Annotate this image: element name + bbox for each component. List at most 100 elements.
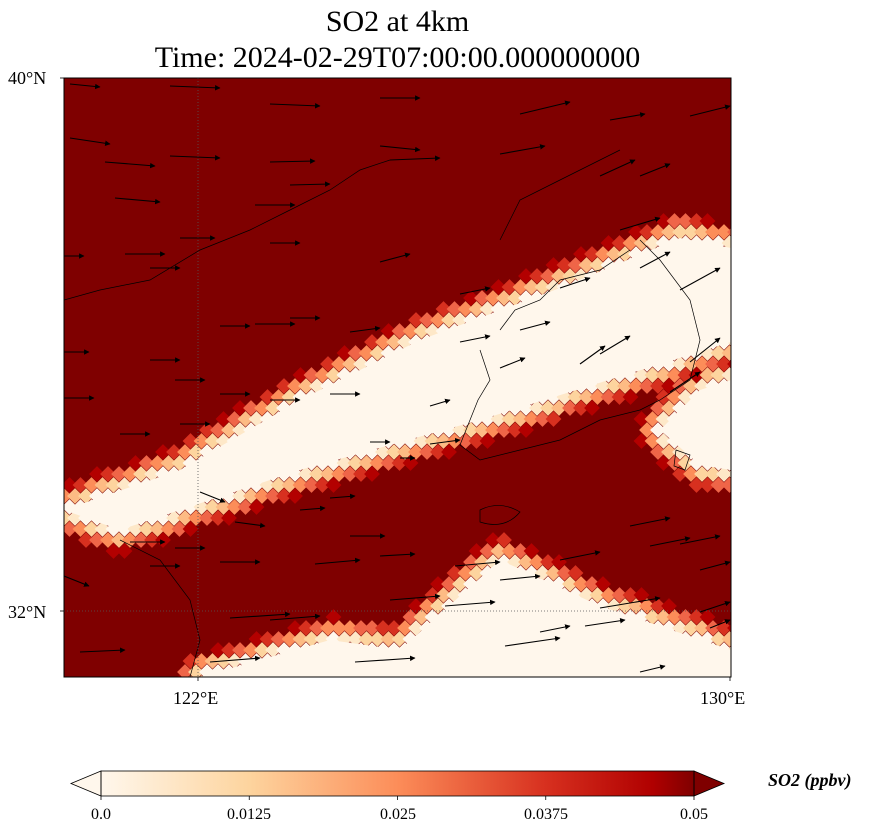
wind-arrow [504, 635, 561, 647]
concentration-cell [474, 554, 490, 570]
concentration-cell [694, 620, 710, 636]
concentration-cell [716, 356, 731, 372]
concentration-cell [661, 400, 677, 416]
concentration-cell [661, 444, 677, 460]
concentration-cell [138, 521, 155, 537]
concentration-cell [188, 664, 204, 677]
wind-arrow [584, 618, 626, 627]
concentration-cell [325, 609, 342, 625]
concentration-cell [463, 422, 479, 438]
concentration-cell [391, 323, 408, 339]
concentration-cell [721, 631, 731, 647]
concentration-cell [733, 477, 749, 493]
concentration-cell [463, 290, 479, 306]
concentration-cell [386, 444, 402, 460]
concentration-cell [292, 389, 309, 405]
concentration-cell [397, 620, 413, 636]
concentration-cell [733, 411, 749, 427]
concentration-cell [617, 246, 633, 262]
concentration-cell [485, 532, 501, 548]
wind-arrow [69, 137, 111, 146]
concentration-cell [540, 400, 556, 416]
concentration-cell [364, 444, 380, 460]
concentration-cell [45, 510, 61, 526]
concentration-cell [551, 400, 567, 416]
concentration-cell [733, 433, 749, 449]
concentration-cell [639, 224, 655, 240]
concentration-cell [166, 510, 182, 526]
coastline-segment [499, 149, 621, 241]
concentration-cell [243, 488, 259, 504]
concentration-cell [353, 620, 369, 636]
concentration-cell [397, 334, 413, 350]
concentration-cell [435, 323, 452, 339]
wind-arrow [599, 596, 661, 609]
concentration-cell [545, 565, 562, 581]
concentration-cell [243, 400, 259, 416]
concentration-cell [595, 576, 611, 592]
concentration-cell [408, 444, 424, 460]
wind-arrow [709, 619, 731, 629]
wind-arrow [289, 181, 331, 187]
clean-air-region [64, 238, 731, 530]
concentration-cell [64, 477, 78, 493]
concentration-cell [589, 389, 606, 405]
concentration-cell [490, 411, 507, 427]
concentration-cell [540, 554, 556, 570]
concentration-cell [166, 444, 182, 460]
concentration-cell [441, 312, 457, 328]
concentration-cell [523, 543, 540, 559]
concentration-cell [105, 477, 122, 493]
concentration-cell [733, 455, 749, 471]
wind-arrow [639, 163, 671, 177]
wind-arrow [199, 491, 226, 503]
concentration-cell [644, 235, 661, 251]
concentration-cell [666, 367, 683, 383]
concentration-cell [430, 312, 446, 328]
concentration-cell [463, 312, 479, 328]
wind-arrow [559, 276, 591, 289]
clean-air-region [200, 560, 731, 677]
wind-arrow [429, 437, 461, 445]
concentration-cell [221, 642, 237, 658]
concentration-cell [424, 433, 441, 449]
wind-arrow [114, 197, 161, 205]
colorbar-tick: 0.025 [380, 806, 416, 823]
concentration-cell [672, 466, 688, 482]
concentration-cell [545, 257, 562, 273]
concentration-cell [650, 422, 666, 438]
wind-arrow [689, 337, 721, 363]
concentration-cell [259, 631, 276, 647]
concentration-cell [402, 609, 419, 625]
concentration-cell [457, 433, 474, 449]
concentration-cell [199, 444, 215, 460]
concentration-cell [270, 389, 287, 405]
wind-arrow [234, 521, 266, 529]
concentration-cell [683, 620, 699, 636]
concentration-cell [485, 290, 501, 306]
concentration-cell [67, 510, 83, 526]
concentration-cell [529, 268, 545, 284]
concentration-cell [705, 224, 721, 240]
concentration-cell [688, 609, 705, 625]
concentration-cell [265, 400, 281, 416]
wind-arrow [429, 398, 451, 407]
concentration-cell [248, 411, 265, 427]
wind-arrow [329, 493, 356, 500]
wind-arrow [69, 83, 101, 90]
concentration-cell [452, 576, 468, 592]
concentration-cell [100, 466, 116, 482]
concentration-cell [628, 598, 644, 614]
concentration-cell [204, 433, 221, 449]
wind-arrow [349, 325, 381, 333]
concentration-cell [380, 345, 397, 361]
concentration-cell [468, 433, 485, 449]
colorbar-tick: 0.0375 [524, 806, 568, 823]
wind-arrow [269, 613, 321, 621]
concentration-cell [721, 367, 731, 383]
concentration-cell [320, 356, 336, 372]
concentration-cell [408, 598, 424, 614]
map-frame [63, 77, 732, 678]
concentration-cell [144, 466, 160, 482]
concentration-cell [584, 246, 600, 262]
